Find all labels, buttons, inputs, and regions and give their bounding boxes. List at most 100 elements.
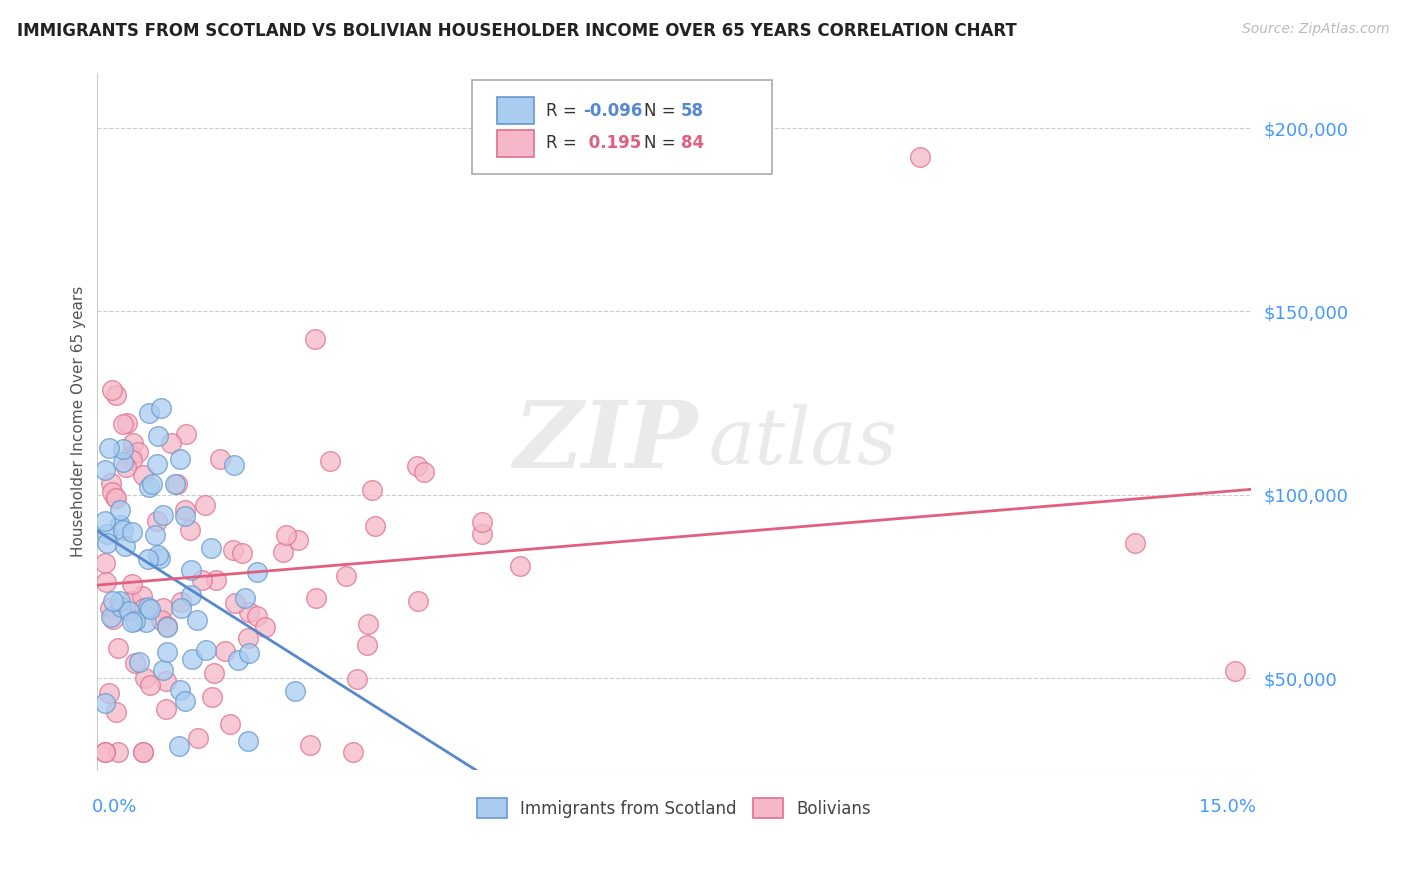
Point <box>124 614 146 628</box>
Point <box>148 549 170 563</box>
Point <box>120 594 142 608</box>
Point <box>128 656 150 670</box>
Text: R =: R = <box>546 135 582 153</box>
Point <box>287 533 309 548</box>
Point <box>124 656 146 670</box>
Point <box>190 573 212 587</box>
Y-axis label: Householder Income Over 65 years: Householder Income Over 65 years <box>72 285 86 558</box>
Point <box>94 745 117 759</box>
Point <box>357 617 380 632</box>
Point <box>471 515 494 529</box>
Point <box>169 683 191 698</box>
Point <box>205 574 228 588</box>
Point <box>222 543 245 558</box>
Point <box>127 445 149 459</box>
Point <box>105 388 128 402</box>
Point <box>406 594 429 608</box>
Point <box>233 591 256 605</box>
Text: 0.0%: 0.0% <box>91 797 136 816</box>
Text: R =: R = <box>546 102 582 120</box>
Point <box>114 540 136 554</box>
Point <box>152 508 174 523</box>
Text: IMMIGRANTS FROM SCOTLAND VS BOLIVIAN HOUSEHOLDER INCOME OVER 65 YEARS CORRELATIO: IMMIGRANTS FROM SCOTLAND VS BOLIVIAN HOU… <box>17 22 1017 40</box>
Point <box>139 678 162 692</box>
Point <box>112 442 135 457</box>
Text: ZIP: ZIP <box>513 398 697 487</box>
Point <box>509 559 531 574</box>
Point <box>121 524 143 539</box>
Point <box>335 569 357 583</box>
FancyBboxPatch shape <box>472 80 772 174</box>
Point <box>152 663 174 677</box>
Text: N =: N = <box>644 135 681 153</box>
Point <box>110 503 132 517</box>
Point <box>101 485 124 500</box>
Text: Source: ZipAtlas.com: Source: ZipAtlas.com <box>1241 22 1389 37</box>
Point <box>246 565 269 579</box>
Point <box>156 620 179 634</box>
Point <box>96 536 118 550</box>
Point <box>214 644 236 658</box>
Point <box>169 595 191 609</box>
Point <box>356 638 378 652</box>
Point <box>136 599 159 614</box>
Point <box>163 476 186 491</box>
Point <box>202 665 225 680</box>
Point <box>96 527 118 541</box>
Point <box>364 519 387 533</box>
Point <box>179 524 201 538</box>
Point <box>101 383 124 397</box>
Point <box>135 615 157 629</box>
Point <box>271 545 294 559</box>
Point <box>132 745 155 759</box>
Point <box>107 745 129 759</box>
Point <box>94 556 117 570</box>
Point <box>342 745 364 759</box>
Point <box>145 514 167 528</box>
Point <box>101 612 124 626</box>
Point <box>246 608 269 623</box>
Point <box>131 589 153 603</box>
Point <box>160 435 183 450</box>
Point <box>195 643 218 657</box>
Point <box>146 457 169 471</box>
Point <box>97 441 120 455</box>
Text: atlas: atlas <box>709 404 897 481</box>
Point <box>136 552 159 566</box>
Point <box>138 406 160 420</box>
Point <box>169 600 191 615</box>
Point <box>94 745 117 759</box>
Point <box>201 690 224 704</box>
Text: N =: N = <box>644 102 681 120</box>
Point <box>284 684 307 698</box>
Point <box>104 490 127 504</box>
Bar <box>498 130 534 157</box>
Point <box>97 686 120 700</box>
Point <box>254 620 277 634</box>
Point <box>219 717 242 731</box>
Point <box>361 483 384 497</box>
Point <box>412 465 434 479</box>
Point <box>94 574 117 589</box>
Text: 58: 58 <box>681 102 704 120</box>
Point <box>194 498 217 512</box>
Point <box>98 601 121 615</box>
Point <box>180 588 202 602</box>
Point <box>173 693 195 707</box>
Point <box>238 646 260 660</box>
Point <box>110 517 132 532</box>
Point <box>134 671 156 685</box>
Point <box>110 600 132 615</box>
Point <box>319 454 342 468</box>
Point <box>406 459 429 474</box>
Point <box>346 673 368 687</box>
Point <box>150 401 173 415</box>
Point <box>186 613 208 627</box>
Point <box>238 605 260 619</box>
Point <box>173 503 195 517</box>
Point <box>138 480 160 494</box>
Point <box>222 458 245 472</box>
Point <box>155 702 177 716</box>
Point <box>187 731 209 745</box>
Point <box>141 477 163 491</box>
